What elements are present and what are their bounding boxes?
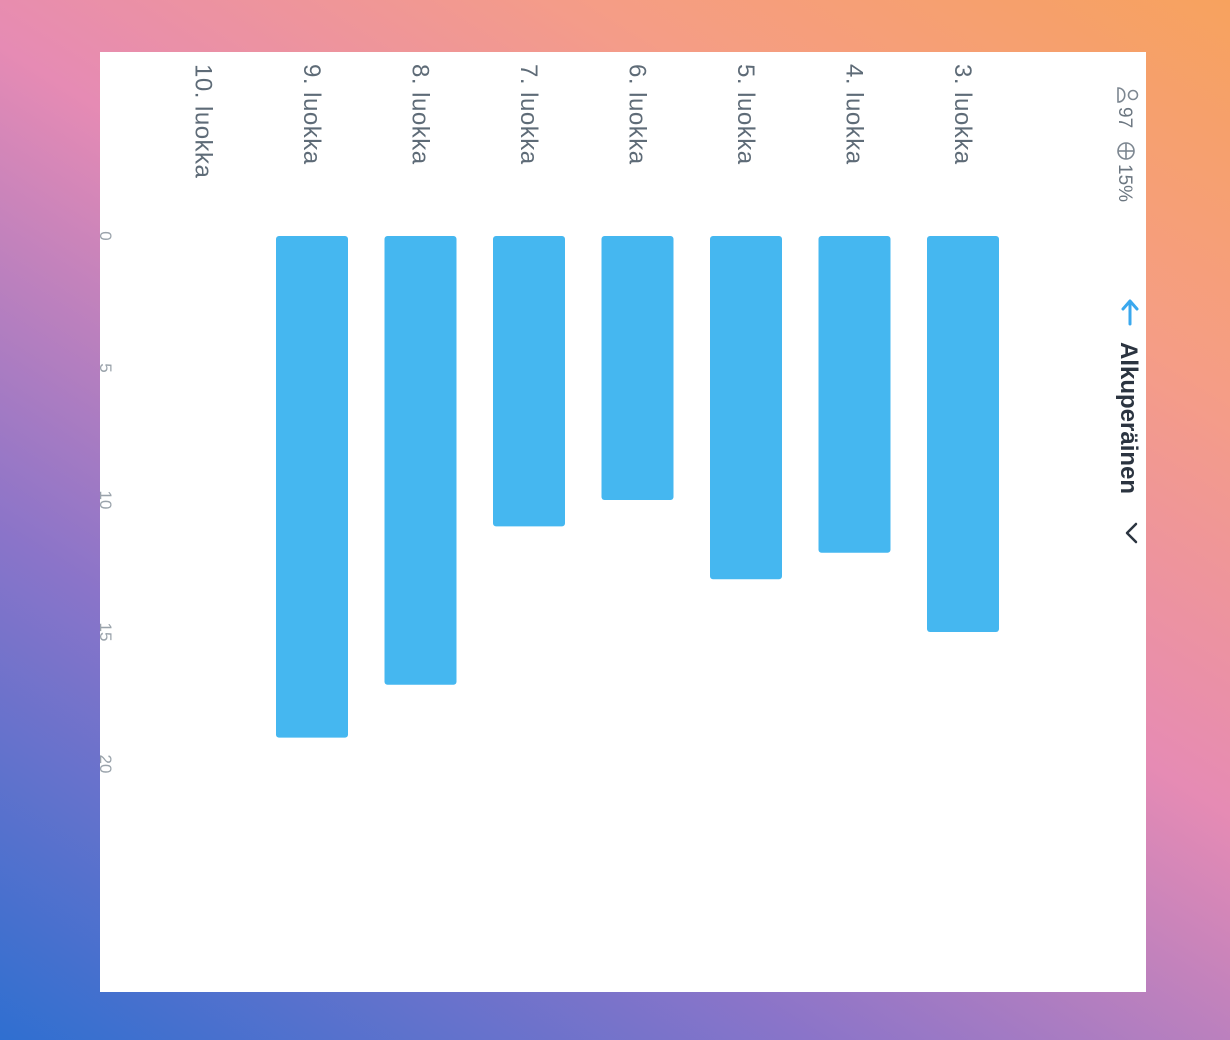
person-icon (1117, 87, 1139, 103)
category-label: 6. luokka (624, 64, 651, 165)
globe-icon (1117, 142, 1135, 160)
axis-tick-label: 0 (100, 231, 115, 240)
axis-tick-label: 5 (100, 363, 115, 372)
bar-4-luokka (818, 236, 891, 553)
bar-9-luokka (276, 236, 348, 738)
axis-tick-label: 15 (100, 623, 115, 642)
category-label: 5. luokka (732, 64, 759, 165)
category-label: 9. luokka (298, 64, 325, 165)
arrow-up-icon (1121, 299, 1139, 326)
stats-row: 97 15% (1114, 87, 1139, 202)
category-label: 7. luokka (515, 64, 542, 165)
bar-6-luokka (601, 236, 674, 500)
category-label: 10. luokka (190, 64, 217, 179)
percentage-value: 15% (1114, 164, 1135, 202)
category-label: 8. luokka (407, 64, 434, 165)
chart-card: 97 15% Alkuperäinen 3. luokka 4. luokka 5. (100, 52, 1146, 992)
axis-tick-label: 10 (100, 491, 115, 510)
bar-5-luokka (710, 236, 782, 580)
category-label: 4. luokka (841, 64, 868, 165)
sort-label: Alkuperäinen (1115, 342, 1142, 494)
chevron-down-icon (1125, 522, 1138, 544)
sort-dropdown[interactable]: Alkuperäinen (1115, 299, 1142, 544)
bar-7-luokka (493, 236, 565, 527)
bar-3-luokka (927, 236, 999, 632)
bar-8-luokka (384, 236, 457, 685)
category-label: 3. luokka (949, 64, 976, 165)
members-count: 97 (1114, 107, 1135, 128)
axis-tick-label: 20 (100, 755, 115, 774)
